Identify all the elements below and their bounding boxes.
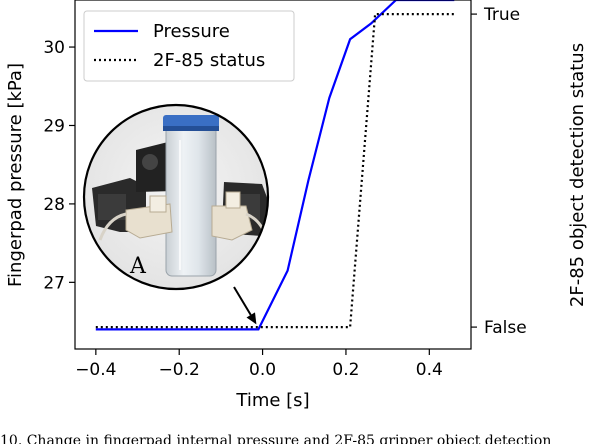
y-axis-label: Fingerpad pressure [kPa] [5, 63, 26, 287]
figure-caption: 10. Change in fingerpad internal pressur… [0, 433, 552, 444]
x-tick-label: 0.4 [416, 360, 443, 380]
y-tick-label: 30 [43, 38, 65, 58]
y-tick-label: 27 [43, 273, 65, 293]
annotation-arrow [233, 286, 257, 325]
x-tick-label: −0.2 [159, 360, 200, 380]
y-axis-left: 27 28 29 30 [43, 38, 75, 293]
plot-area [95, 0, 455, 331]
y2-axis-label: 2F-85 object detection status [567, 43, 588, 307]
x-axis-label: Time [s] [235, 390, 309, 411]
y2-tick-label: False [484, 318, 527, 338]
legend-label-pressure: Pressure [153, 21, 230, 42]
y-axis-right: False True [471, 5, 527, 338]
gripper-illustration [92, 115, 268, 277]
y2-tick-label: True [483, 5, 520, 25]
axes-frame [74, 0, 472, 350]
x-axis: −0.4 −0.2 0.0 0.2 0.4 [75, 349, 443, 380]
x-tick-label: 0.2 [332, 360, 359, 380]
legend: Pressure 2F-85 status [83, 10, 295, 82]
y-tick-label: 28 [43, 195, 65, 215]
series-line-2f85-status [95, 13, 455, 329]
legend-label-2f85-status: 2F-85 status [153, 50, 265, 71]
x-tick-label: 0.0 [249, 360, 276, 380]
inset-label: A [129, 254, 147, 279]
inset-photo: A [82, 103, 270, 291]
x-tick-label: −0.4 [75, 360, 116, 380]
y-tick-label: 29 [43, 116, 65, 136]
series-line-pressure [95, 0, 455, 331]
